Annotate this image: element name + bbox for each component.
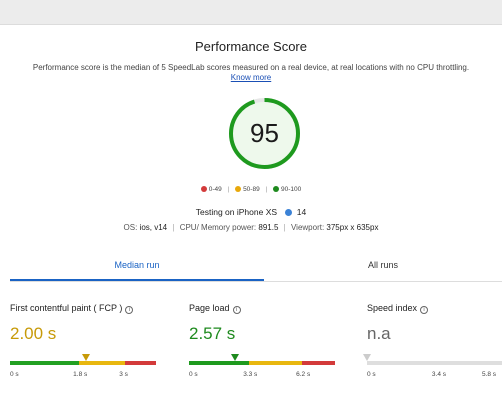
metric-bar-segment <box>10 361 80 365</box>
tick-label: 0 s <box>10 371 19 378</box>
cpu-value: 891.5 <box>258 223 279 232</box>
os-label: OS: <box>123 223 138 232</box>
legend-item-average: 50-89 <box>235 186 260 193</box>
orange-dot-icon <box>235 186 242 192</box>
metric-bar-segment <box>79 361 126 365</box>
tick-label: 6.2 s <box>296 371 311 378</box>
tick-label: 3 s <box>119 371 128 378</box>
legend-item-good: 90-100 <box>273 186 301 193</box>
know-more-link[interactable]: Know more <box>230 73 272 82</box>
score-gauge-arc <box>229 98 300 169</box>
metric-bar-segment <box>302 361 335 365</box>
metric-bar-segment <box>249 361 303 365</box>
metric-label: First contentful paint ( FCP ) <box>10 303 123 313</box>
metric-bar <box>189 354 335 365</box>
tick-label: 1.8 s <box>73 371 88 378</box>
page-title: Performance Score <box>195 39 307 54</box>
metric-marker-icon <box>231 354 240 361</box>
metric-label: Page load <box>189 303 230 313</box>
red-dot-icon <box>200 186 207 192</box>
metric-page-load: Page load i 2.57 s 0 s 3.3 s 6.2 s <box>189 303 359 378</box>
device-specs: OS: ios, v14 | CPU/ Memory power: 891.5 … <box>123 223 379 232</box>
ios-badge-icon <box>285 209 293 216</box>
metric-value: 2.00 s <box>10 324 57 343</box>
tick-label: 5.8 s <box>481 371 497 378</box>
score-gauge-fill <box>233 102 296 165</box>
metric-bar <box>10 354 156 365</box>
os-value: ios, v14 <box>139 223 168 232</box>
metric-fcp: First contentful paint ( FCP ) i 2.00 s 0… <box>10 303 180 378</box>
testing-device-label: Testing on iPhone XS <box>195 207 278 217</box>
info-icon[interactable]: i <box>125 306 134 314</box>
green-dot-icon <box>273 186 280 192</box>
performance-panel: Performance Score Performance score is t… <box>0 24 502 400</box>
info-icon[interactable]: i <box>232 306 241 314</box>
score-legend: 0-49 | 50-89 | 90-100 <box>0 186 502 193</box>
score-value: 95 <box>250 118 279 148</box>
metric-marker-icon <box>82 354 91 361</box>
run-tabs: Median run All runs <box>10 250 502 282</box>
metric-bar <box>362 354 502 365</box>
ios-version: 14 <box>296 207 307 217</box>
viewport-value: 375px x 635px <box>326 223 379 232</box>
viewport-label: Viewport: <box>290 223 325 232</box>
metric-value: n.a <box>367 324 391 343</box>
info-icon[interactable]: i <box>420 306 429 314</box>
tick-label: 0 s <box>189 371 198 378</box>
testing-device: Testing on iPhone XS 14 <box>0 207 502 217</box>
legend-item-poor: 0-49 <box>200 186 222 193</box>
score-gauge: 95 <box>229 98 300 169</box>
tick-label: 0 s <box>367 371 376 378</box>
metric-speed-index: Speed index i n.a 0 s 3.4 s 5.8 s <box>362 303 502 378</box>
cpu-label: CPU/ Memory power: <box>179 223 257 232</box>
tab-all-runs[interactable]: All runs <box>367 260 398 270</box>
score-description: Performance score is the median of 5 Spe… <box>32 63 470 72</box>
metric-bar-segment <box>367 361 502 365</box>
metric-bar-segment <box>125 361 156 365</box>
tick-label: 3.4 s <box>431 371 446 378</box>
metric-marker-icon <box>362 354 371 361</box>
metric-bar-segment <box>189 361 250 365</box>
metric-label: Speed index <box>367 303 418 313</box>
metric-value: 2.57 s <box>189 324 236 343</box>
tick-label: 3.3 s <box>243 371 258 378</box>
tab-median-run[interactable]: Median run <box>10 250 264 281</box>
